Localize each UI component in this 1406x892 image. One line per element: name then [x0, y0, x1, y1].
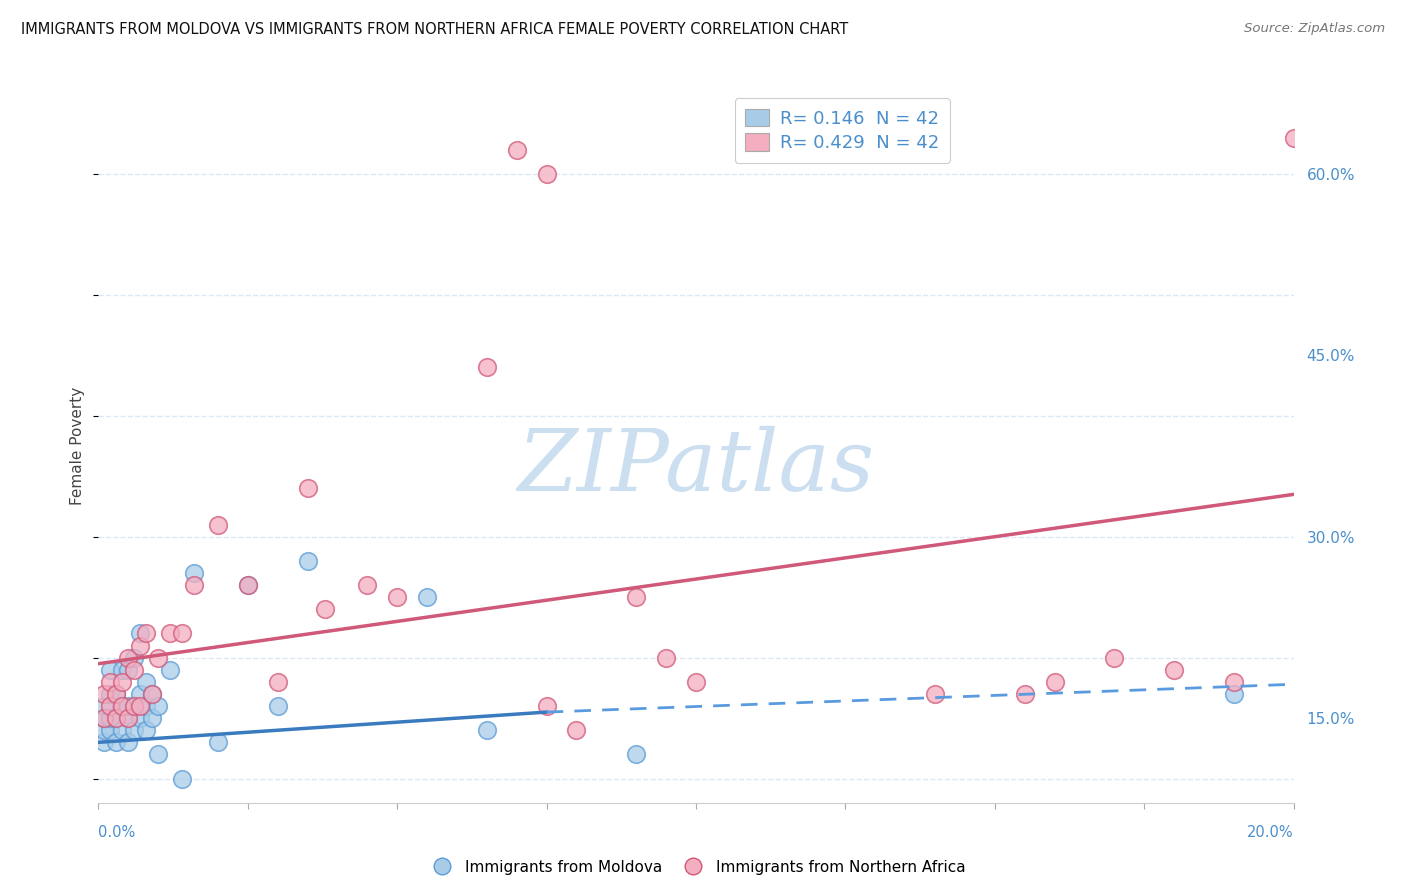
Point: [135, 626, 157, 640]
Point: [141, 711, 163, 725]
Point: [100, 699, 122, 714]
Point: [1223, 687, 1246, 701]
Point: [141, 687, 163, 701]
Point: [135, 699, 157, 714]
Point: [100, 674, 122, 689]
Point: [416, 590, 439, 604]
Point: [129, 626, 152, 640]
Point: [924, 687, 946, 701]
Point: [1014, 687, 1036, 701]
Point: [129, 699, 152, 714]
Point: [129, 639, 152, 653]
Point: [129, 711, 152, 725]
Point: [626, 590, 648, 604]
Point: [117, 711, 139, 725]
Point: [105, 711, 128, 725]
Point: [626, 747, 648, 762]
Point: [105, 711, 128, 725]
Point: [93, 711, 115, 725]
Point: [1104, 650, 1126, 665]
Point: [267, 699, 290, 714]
Point: [148, 650, 170, 665]
Point: [236, 578, 259, 592]
Point: [1163, 663, 1185, 677]
Point: [100, 663, 122, 677]
Point: [236, 578, 259, 592]
Point: [315, 602, 337, 616]
Point: [111, 699, 134, 714]
Point: [506, 143, 529, 157]
Point: [117, 650, 139, 665]
Point: [172, 626, 194, 640]
Point: [93, 699, 115, 714]
Point: [117, 663, 139, 677]
Point: [124, 699, 146, 714]
Point: [93, 687, 115, 701]
Point: [183, 578, 205, 592]
Point: [124, 650, 146, 665]
Point: [117, 699, 139, 714]
Point: [100, 687, 122, 701]
Point: [93, 723, 115, 738]
Point: [117, 711, 139, 725]
Point: [207, 517, 229, 532]
Point: [267, 674, 290, 689]
Y-axis label: Female Poverty: Female Poverty: [70, 387, 86, 505]
Point: [172, 772, 194, 786]
Point: [475, 723, 498, 738]
Point: [111, 723, 134, 738]
Point: [100, 711, 122, 725]
Point: [111, 699, 134, 714]
Point: [117, 735, 139, 749]
Point: [93, 711, 115, 725]
Point: [385, 590, 409, 604]
Point: [565, 723, 588, 738]
Point: [655, 650, 678, 665]
Point: [105, 735, 128, 749]
Point: [159, 626, 181, 640]
Text: 20.0%: 20.0%: [1247, 825, 1294, 840]
Point: [159, 663, 181, 677]
Point: [1282, 130, 1305, 145]
Point: [207, 735, 229, 749]
Point: [111, 663, 134, 677]
Point: [105, 687, 128, 701]
Legend: Immigrants from Moldova, Immigrants from Northern Africa: Immigrants from Moldova, Immigrants from…: [420, 854, 972, 880]
Point: [93, 735, 115, 749]
Point: [536, 699, 558, 714]
Point: [124, 699, 146, 714]
Point: [1043, 674, 1066, 689]
Text: IMMIGRANTS FROM MOLDOVA VS IMMIGRANTS FROM NORTHERN AFRICA FEMALE POVERTY CORREL: IMMIGRANTS FROM MOLDOVA VS IMMIGRANTS FR…: [21, 22, 848, 37]
Point: [124, 663, 146, 677]
Text: ZIPatlas: ZIPatlas: [517, 426, 875, 508]
Point: [148, 747, 170, 762]
Point: [297, 481, 319, 495]
Point: [356, 578, 378, 592]
Point: [111, 674, 134, 689]
Text: Source: ZipAtlas.com: Source: ZipAtlas.com: [1244, 22, 1385, 36]
Point: [475, 360, 498, 375]
Point: [685, 674, 707, 689]
Point: [183, 566, 205, 580]
Point: [148, 699, 170, 714]
Point: [100, 723, 122, 738]
Point: [105, 687, 128, 701]
Point: [536, 167, 558, 181]
Point: [1223, 674, 1246, 689]
Point: [297, 554, 319, 568]
Point: [135, 674, 157, 689]
Point: [141, 687, 163, 701]
Point: [124, 723, 146, 738]
Text: 0.0%: 0.0%: [98, 825, 135, 840]
Point: [135, 723, 157, 738]
Point: [129, 687, 152, 701]
